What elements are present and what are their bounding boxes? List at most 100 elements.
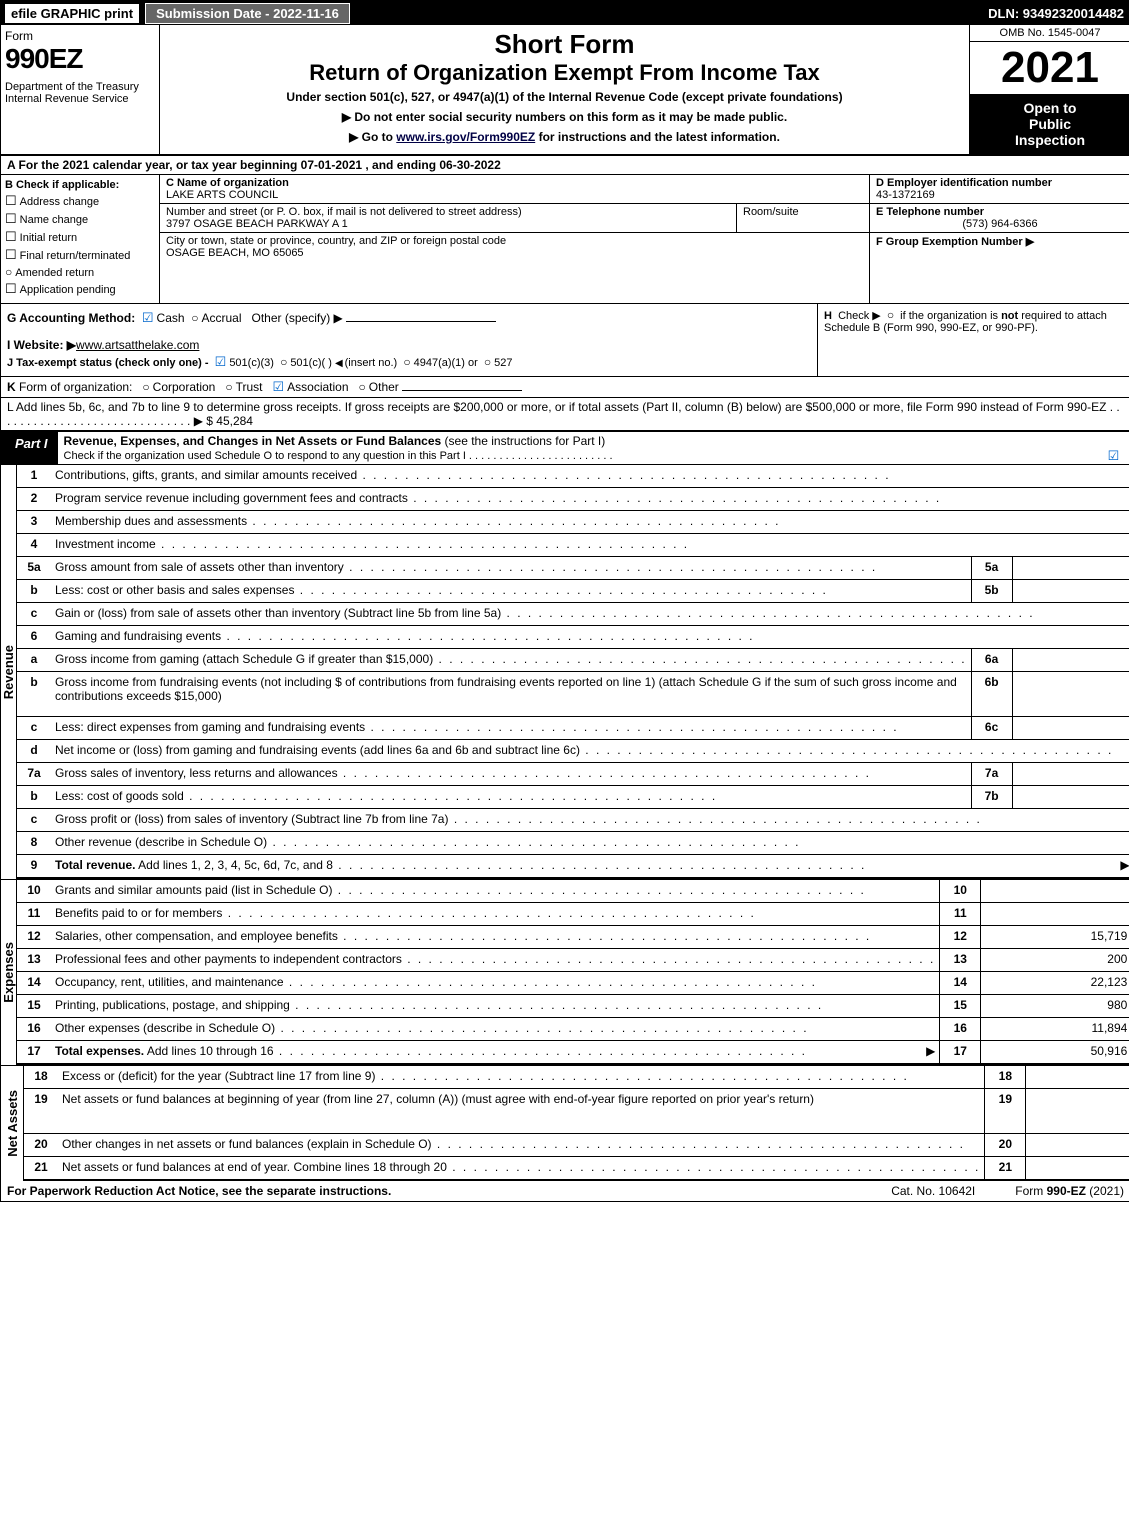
line-number: 12	[17, 926, 51, 948]
line-number: b	[17, 580, 51, 602]
row-k: K Form of organization: Corporation Trus…	[1, 377, 1129, 398]
chk-amended-return[interactable]: Amended return	[5, 265, 155, 279]
mid-line-number: 6a	[971, 649, 1013, 671]
line-description: Membership dues and assessments	[51, 511, 1129, 533]
street-value: 3797 OSAGE BEACH PARKWAY A 1	[166, 218, 348, 230]
right-line-number: 15	[939, 995, 980, 1017]
form-title: Return of Organization Exempt From Incom…	[164, 60, 965, 86]
right-line-number: 12	[939, 926, 980, 948]
line-number: 9	[17, 855, 51, 877]
line-number: 18	[24, 1066, 58, 1088]
right-value: 58,636	[1025, 1157, 1129, 1179]
acct-other-input[interactable]	[346, 321, 496, 322]
right-value: 11,894	[980, 1018, 1129, 1040]
line-description: Gross income from gaming (attach Schedul…	[51, 649, 971, 671]
line-row: 21Net assets or fund balances at end of …	[24, 1157, 1129, 1181]
chk-application-pending[interactable]: Application pending	[5, 281, 155, 297]
mid-value	[1013, 580, 1129, 602]
line-number: 15	[17, 995, 51, 1017]
netassets-lines: 18Excess or (deficit) for the year (Subt…	[24, 1066, 1129, 1181]
line-row: 5aGross amount from sale of assets other…	[17, 557, 1129, 580]
line-row: 15Printing, publications, postage, and s…	[17, 995, 1129, 1018]
street-box: Number and street (or P. O. box, if mail…	[160, 204, 736, 232]
line-row: 8Other revenue (describe in Schedule O)8…	[17, 832, 1129, 855]
line-row: 11Benefits paid to or for members11	[17, 903, 1129, 926]
line-number: c	[17, 603, 51, 625]
line-description: Less: cost of goods sold	[51, 786, 971, 808]
line-number: 19	[24, 1089, 58, 1133]
line-row: bLess: cost of goods sold7b	[17, 786, 1129, 809]
chk-association[interactable]	[273, 380, 288, 394]
col-b-header: B Check if applicable:	[5, 179, 155, 191]
other-org-input[interactable]	[402, 390, 522, 391]
part-i-title: Revenue, Expenses, and Changes in Net As…	[58, 432, 1100, 464]
header-note-2: ▶ Go to www.irs.gov/Form990EZ for instru…	[164, 130, 965, 144]
grp-label: F Group Exemption Number ▶	[876, 236, 1034, 248]
line-description: Net assets or fund balances at end of ye…	[58, 1157, 984, 1179]
chk-4947[interactable]	[403, 357, 413, 369]
part-i-checkbox[interactable]	[1100, 432, 1129, 464]
line-row: 3Membership dues and assessments3	[17, 511, 1129, 534]
chk-other-org[interactable]	[359, 380, 369, 394]
taxexempt-label: J Tax-exempt status (check only one) -	[7, 357, 209, 369]
right-value: 980	[980, 995, 1129, 1017]
city-value: OSAGE BEACH, MO 65065	[166, 247, 304, 259]
line-description: Professional fees and other payments to …	[51, 949, 939, 971]
line-description: Other changes in net assets or fund bala…	[58, 1134, 984, 1156]
dept-label: Department of the TreasuryInternal Reven…	[5, 81, 155, 105]
line-row: 14Occupancy, rent, utilities, and mainte…	[17, 972, 1129, 995]
line-row: 13Professional fees and other payments t…	[17, 949, 1129, 972]
line-description: Grants and similar amounts paid (list in…	[51, 880, 939, 902]
column-g: G Accounting Method: Cash Accrual Other …	[1, 304, 817, 376]
right-line-number: 13	[939, 949, 980, 971]
line-row: 20Other changes in net assets or fund ba…	[24, 1134, 1129, 1157]
chk-accrual[interactable]	[191, 311, 201, 325]
mid-value	[1013, 649, 1129, 671]
chk-initial-return[interactable]: Initial return	[5, 229, 155, 245]
line-number: 21	[24, 1157, 58, 1179]
chk-501c[interactable]	[280, 357, 290, 369]
right-line-number: 19	[984, 1089, 1025, 1133]
line-description: Gain or (loss) from sale of assets other…	[51, 603, 1129, 625]
chk-corporation[interactable]	[142, 380, 152, 394]
line-row: 18Excess or (deficit) for the year (Subt…	[24, 1066, 1129, 1089]
section-a: A For the 2021 calendar year, or tax yea…	[1, 156, 1129, 175]
org-name: LAKE ARTS COUNCIL	[166, 189, 278, 201]
website-row: I Website: ▶www.artsatthelake.com	[7, 338, 811, 352]
inspection-label: Open toPublicInspection	[970, 94, 1129, 154]
chk-cash[interactable]	[142, 311, 157, 325]
chk-final-return[interactable]: Final return/terminated	[5, 247, 155, 263]
right-line-number: 20	[984, 1134, 1025, 1156]
group-exemption-box: F Group Exemption Number ▶	[870, 233, 1129, 250]
dln-label: DLN: 93492320014482	[988, 6, 1129, 21]
row-l: L Add lines 5b, 6c, and 7b to line 9 to …	[1, 398, 1129, 432]
chk-501c3[interactable]	[215, 357, 230, 369]
part-i-tag: Part I	[1, 432, 58, 464]
right-value: -5,632	[1025, 1066, 1129, 1088]
irs-link[interactable]: www.irs.gov/Form990EZ	[396, 130, 535, 144]
chk-527[interactable]	[484, 357, 494, 369]
chk-schedule-b[interactable]	[887, 310, 897, 322]
line-row: 2Program service revenue including gover…	[17, 488, 1129, 511]
chk-trust[interactable]	[225, 380, 235, 394]
line-number: 1	[17, 465, 51, 487]
right-value: 22,123	[980, 972, 1129, 994]
omb-number: OMB No. 1545-0047	[970, 25, 1129, 42]
line-number: 8	[17, 832, 51, 854]
street-label: Number and street (or P. O. box, if mail…	[166, 206, 522, 218]
footer-center: Cat. No. 10642I	[851, 1184, 1015, 1198]
website-value[interactable]: www.artsatthelake.com	[76, 338, 199, 352]
mid-value	[1013, 557, 1129, 579]
city-label: City or town, state or province, country…	[166, 235, 506, 247]
chk-address-change[interactable]: Address change	[5, 193, 155, 209]
line-description: Gross sales of inventory, less returns a…	[51, 763, 971, 785]
tax-exempt-row: J Tax-exempt status (check only one) - 5…	[7, 354, 811, 370]
chk-name-change[interactable]: Name change	[5, 211, 155, 227]
line-row: 9Total revenue. Add lines 1, 2, 3, 4, 5c…	[17, 855, 1129, 879]
form-number: 990EZ	[5, 43, 155, 75]
right-value	[980, 903, 1129, 925]
right-line-number: 14	[939, 972, 980, 994]
part-i-header: Part I Revenue, Expenses, and Changes in…	[1, 432, 1129, 465]
org-name-label: C Name of organization	[166, 177, 289, 189]
website-label: I Website: ▶	[7, 338, 76, 352]
